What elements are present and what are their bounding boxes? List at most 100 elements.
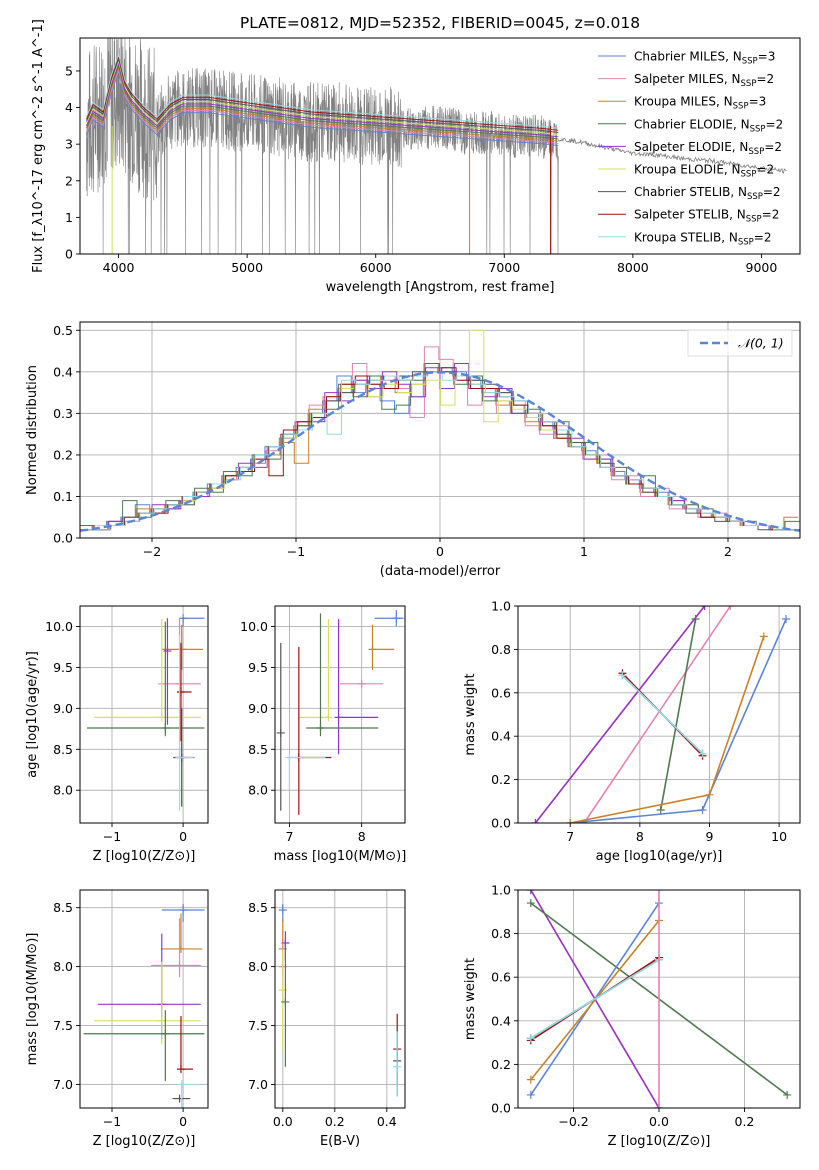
y-tick-label: 9.0 bbox=[248, 701, 268, 716]
legend-subscript: SSP bbox=[746, 215, 762, 225]
y-tick-label: 8.5 bbox=[53, 900, 73, 915]
y-tick-label: 5 bbox=[65, 63, 73, 78]
point-marker bbox=[176, 1065, 185, 1074]
y-tick-label: 0.2 bbox=[491, 1057, 511, 1072]
y-tick-label: 0.4 bbox=[53, 364, 73, 379]
y-tick-label: 7.5 bbox=[53, 1018, 73, 1033]
point-marker bbox=[782, 615, 791, 624]
y-tick-label: 8.5 bbox=[248, 900, 268, 915]
x-tick-label: 8 bbox=[358, 829, 366, 844]
x-tick-label: 8 bbox=[636, 829, 644, 844]
model-line-kroupa_miles bbox=[85, 66, 559, 142]
hist-chabrier_miles bbox=[80, 367, 798, 531]
weight_vs_z-plot-area bbox=[526, 890, 792, 1108]
y-tick-label: 0.5 bbox=[53, 323, 73, 338]
axes-frame bbox=[517, 889, 801, 1109]
point-marker bbox=[368, 645, 377, 654]
point-marker bbox=[177, 645, 186, 654]
point-marker bbox=[655, 1104, 663, 1108]
legend-label: Kroupa MILES, NSSP=3 bbox=[634, 95, 766, 112]
x-tick-label: 7 bbox=[285, 829, 293, 844]
legend-label: Salpeter MILES, NSSP=2 bbox=[634, 72, 774, 89]
point-marker bbox=[161, 1029, 170, 1038]
x-tick-label: 8000 bbox=[617, 260, 649, 275]
y-tick-label: 8.0 bbox=[53, 959, 73, 974]
legend-subscript: SSP bbox=[747, 192, 763, 202]
y-tick-label: 1.0 bbox=[491, 599, 511, 614]
point-marker bbox=[566, 819, 575, 823]
y-tick-label: 8.5 bbox=[53, 742, 73, 757]
legend-tail: =2 bbox=[764, 140, 782, 154]
x-tick-label: 0.2 bbox=[325, 1114, 345, 1129]
legend-label: Salpeter STELIB, NSSP=2 bbox=[634, 208, 779, 225]
point-marker bbox=[357, 679, 366, 688]
model-line-chabrier_stelib bbox=[85, 57, 559, 133]
model-line-kroupa_stelib bbox=[85, 53, 559, 129]
point-marker bbox=[526, 1034, 535, 1043]
x-tick-label: 0.2 bbox=[735, 1114, 755, 1129]
y-tick-label: 8.5 bbox=[248, 742, 268, 757]
y-tick-label: 0.0 bbox=[491, 1101, 511, 1116]
hist-kroupa_elodie bbox=[80, 329, 800, 531]
hist-kroupa_stelib bbox=[82, 371, 800, 531]
x-axis-label: wavelength [Angstrom, rest frame] bbox=[326, 280, 555, 295]
x-tick-label: 0 bbox=[179, 829, 187, 844]
legend-subscript: SSP bbox=[741, 79, 757, 89]
point-marker bbox=[334, 713, 343, 722]
x-tick-label: 9 bbox=[706, 829, 714, 844]
age_vs_z-plot-area bbox=[87, 614, 205, 811]
legend-tail: =3 bbox=[758, 50, 776, 64]
axes-frame bbox=[79, 889, 209, 1109]
model-line-chabrier_miles bbox=[85, 70, 559, 147]
x-tick-label: 7 bbox=[566, 829, 574, 844]
x-tick-label: 0.0 bbox=[649, 1114, 669, 1129]
x-tick-label: −0.2 bbox=[558, 1114, 588, 1129]
legend: 𝒩(0, 1) bbox=[687, 329, 793, 357]
y-tick-label: 8.0 bbox=[248, 959, 268, 974]
y-tick-label: 1.0 bbox=[491, 883, 511, 898]
y-axis-label: mass weight bbox=[463, 673, 478, 755]
y-tick-label: 0 bbox=[65, 247, 73, 262]
x-tick-label: −1 bbox=[103, 1114, 121, 1129]
point-marker bbox=[179, 906, 188, 915]
point-marker bbox=[278, 906, 287, 915]
x-axis-label: age [log10(age/yr)] bbox=[596, 849, 723, 864]
axes-frame bbox=[274, 605, 406, 824]
point-marker bbox=[759, 632, 768, 641]
mass_vs_ebv-plot-area bbox=[278, 904, 402, 1097]
point-marker bbox=[175, 753, 184, 762]
legend-tail: =2 bbox=[763, 185, 781, 199]
point-marker bbox=[285, 753, 294, 762]
y-tick-label: 3 bbox=[65, 137, 73, 152]
y-axis-label: age [log10(age/yr)] bbox=[25, 651, 40, 778]
y-tick-label: 0.3 bbox=[53, 406, 73, 421]
point-marker bbox=[656, 805, 665, 814]
y-tick-label: 0.0 bbox=[491, 816, 511, 831]
legend-label: 𝒩(0, 1) bbox=[738, 336, 784, 351]
x-tick-label: 0 bbox=[436, 544, 444, 559]
x-tick-label: −1 bbox=[287, 544, 305, 559]
weight-line-kroupa_miles bbox=[530, 919, 660, 1081]
y-tick-label: 0.8 bbox=[491, 926, 511, 941]
y-axis-label: mass weight bbox=[463, 958, 478, 1040]
axes-frame bbox=[79, 605, 209, 824]
y-tick-label: 0.8 bbox=[491, 642, 511, 657]
point-marker bbox=[161, 724, 170, 733]
y-tick-label: 1 bbox=[65, 210, 73, 225]
legend-subscript: SSP bbox=[738, 237, 754, 247]
x-tick-label: 9000 bbox=[746, 260, 778, 275]
spectrum-axes: 4000 5000 6000 7000 8000 9000 0 1 2 3 4 5 wavelength… bbox=[31, 19, 801, 295]
y-axis-label: Flux [f_λ10^-17 erg cm^-2 s^-1 A^-1] bbox=[31, 19, 46, 273]
legend: Chabrier MILES, NSSP=3 Salpeter MILES, NS… bbox=[598, 50, 783, 247]
point-marker bbox=[392, 614, 401, 623]
legend-label: Chabrier ELODIE, NSSP=2 bbox=[634, 117, 783, 134]
point-marker bbox=[157, 713, 166, 722]
x-axis-label: Z [log10(Z/Z⊙)] bbox=[93, 849, 196, 864]
y-tick-label: 7.0 bbox=[248, 1077, 268, 1092]
point-marker bbox=[276, 728, 285, 737]
point-marker bbox=[163, 647, 172, 656]
x-axis-label: (data-model)/error bbox=[380, 564, 501, 579]
hist-salpeter_stelib bbox=[81, 367, 800, 531]
legend-tail: =2 bbox=[766, 117, 784, 131]
x-tick-label: 6000 bbox=[360, 260, 392, 275]
